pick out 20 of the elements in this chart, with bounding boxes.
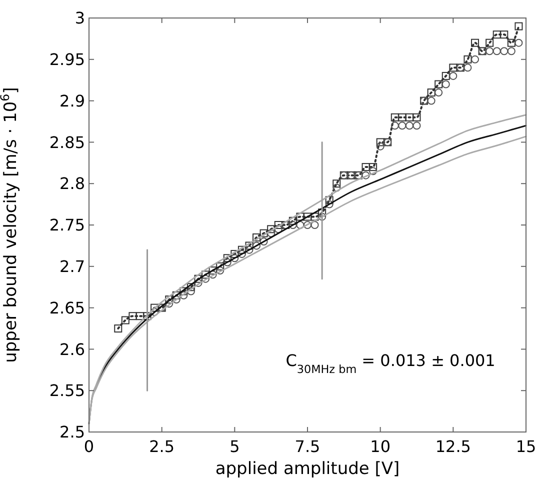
x-tick-label: 0	[84, 437, 94, 456]
x-axis-title: applied amplitude [V]	[215, 459, 400, 479]
y-tick-label: 2.65	[49, 298, 85, 318]
annotation: C$_{30MHz bm}$ = 0.013 ± 0.001	[286, 350, 496, 376]
y-tick-label: 2.95	[49, 50, 85, 69]
x-tick-label: 10	[370, 437, 391, 456]
y-tick-label: 2.55	[49, 381, 85, 400]
x-tick-label: 15	[516, 437, 536, 456]
x-tick-label: 7.5	[294, 437, 320, 456]
x-tick-label: 12.5	[435, 437, 471, 456]
y-tick-label: 2.5	[60, 422, 85, 442]
y-tick-label: 2.9	[60, 91, 85, 110]
y-tick-label: 3	[74, 8, 85, 28]
x-tick-label: 5	[230, 437, 240, 456]
y-tick-label: 2.85	[49, 132, 85, 152]
y-tick-label: 2.7	[60, 257, 85, 276]
x-tick-label: 2.5	[149, 437, 175, 456]
y-tick-label: 2.8	[60, 174, 85, 194]
y-tick-label: 2.75	[49, 216, 85, 235]
y-tick-label: 2.6	[60, 340, 85, 359]
